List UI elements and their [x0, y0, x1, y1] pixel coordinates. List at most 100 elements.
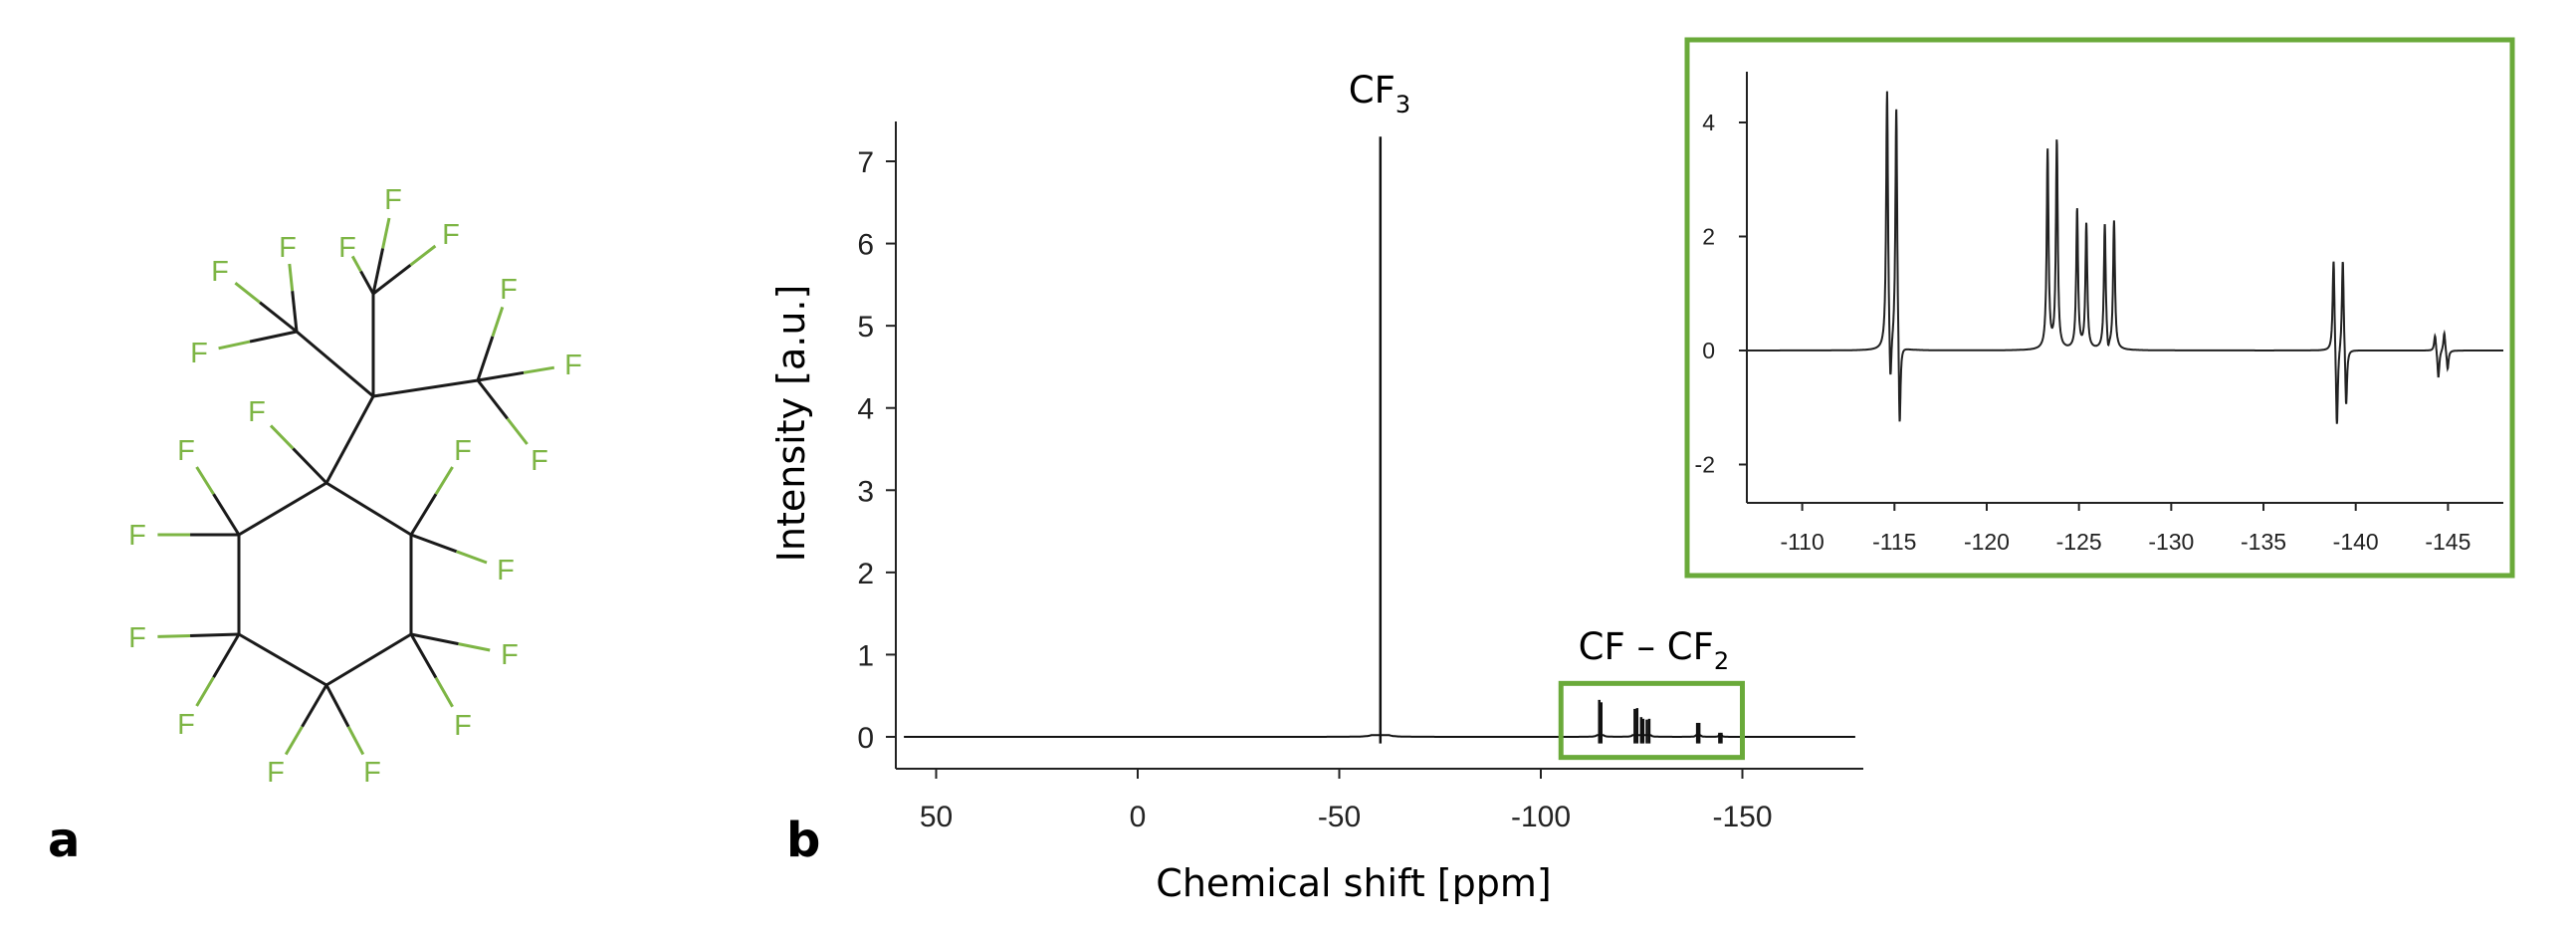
c-f-bond	[372, 264, 412, 296]
c-f-bond	[234, 282, 261, 304]
c-f-bond	[324, 684, 350, 728]
c-f-bond	[195, 466, 215, 495]
main-x-tick-label: 0	[1130, 801, 1147, 833]
c-f-bond	[350, 255, 362, 273]
c-c-bond	[324, 395, 375, 484]
c-f-bond	[189, 632, 240, 637]
inset-x-tick-label: -110	[1780, 529, 1824, 555]
fluorine-atom-label: F	[500, 274, 518, 306]
fluorine-atom-label: F	[564, 350, 582, 381]
c-f-bond	[456, 550, 488, 565]
c-c-bond	[372, 378, 479, 398]
c-f-bond	[409, 244, 437, 267]
fluorine-atom-label: F	[211, 256, 229, 288]
c-f-bond	[259, 301, 298, 334]
inset-x-tick-label: -115	[1872, 529, 1916, 555]
c-f-bond	[249, 330, 298, 344]
main-x-tick-label: -50	[1318, 801, 1361, 833]
main-y-tick-label: 0	[857, 722, 874, 755]
inset-y-ticks: -2 0 2 4	[1695, 110, 1747, 478]
annotation-main-text: CF	[1349, 69, 1395, 112]
main-y-tick-label: 3	[857, 475, 874, 508]
c-f-bond	[212, 493, 241, 536]
c-c-bond	[238, 632, 327, 687]
c-f-bond	[157, 633, 191, 638]
c-f-bond	[359, 270, 375, 295]
c-f-bond	[476, 336, 495, 381]
fluorine-atom-label: F	[384, 184, 402, 216]
panel-label-a: a	[48, 813, 80, 868]
peak-annotation: CF3	[1349, 69, 1410, 118]
inset-x-tick-label: -130	[2148, 529, 2194, 555]
main-y-tick-label: 5	[857, 311, 874, 344]
fluorine-atom-label: F	[128, 622, 146, 654]
c-f-bond	[291, 291, 299, 333]
c-c-bond	[238, 481, 327, 537]
annotation-main-text: CF – CF	[1579, 625, 1714, 668]
c-c-bond	[296, 330, 374, 398]
fluorine-atom-label: F	[248, 396, 266, 428]
fluorine-atom-label: F	[363, 757, 381, 789]
y-axis-title: Intensity [a.u.]	[769, 285, 813, 563]
inset-y-tick-label: 2	[1702, 224, 1715, 250]
annotation-subscript: 2	[1714, 647, 1729, 675]
c-f-bond	[409, 493, 438, 536]
c-f-bond	[476, 379, 509, 420]
c-f-bond	[410, 533, 458, 554]
fluorine-atom-label: F	[454, 435, 472, 467]
c-f-bond	[269, 424, 295, 450]
c-f-bond	[410, 632, 459, 646]
main-x-tick-label: 50	[920, 801, 953, 833]
main-x-tick-label: -100	[1511, 801, 1571, 833]
peak-annotation: CF – CF2	[1579, 625, 1730, 675]
annotation-subscript: 3	[1395, 91, 1410, 118]
c-f-bond	[284, 726, 304, 756]
inset-spectrum-chart: -2 0 2 4 -110 -115 -120 -125 -130 -135 -140 -145	[1684, 37, 2515, 579]
fluorine-atom-label: F	[279, 232, 297, 264]
c-f-bond	[409, 633, 438, 679]
inset-x-tick-label: -125	[2056, 529, 2102, 555]
fluorine-atom-label: F	[338, 232, 356, 264]
fluorine-atom-label: F	[531, 445, 548, 477]
main-x-ticks: 50 0 -50 -100 -150	[920, 769, 1773, 833]
fluorine-atom-label: F	[190, 338, 208, 369]
c-f-bond	[218, 340, 251, 351]
highlight-box	[1558, 680, 1745, 761]
c-f-bond	[491, 306, 505, 338]
c-c-bond	[325, 632, 412, 687]
x-axis-title: Chemical shift [ppm]	[1156, 861, 1551, 905]
main-peaks	[1379, 136, 1723, 744]
inset-x-tick-label: -145	[2425, 529, 2470, 555]
c-f-bond	[381, 217, 391, 249]
c-f-bond	[292, 447, 328, 485]
main-y-tick-label: 1	[857, 639, 874, 672]
main-y-tick-label: 4	[857, 393, 874, 426]
c-f-bond	[434, 466, 454, 495]
c-f-bond	[458, 642, 491, 652]
fluorine-atom-label: F	[177, 709, 195, 741]
inset-y-tick-label: 4	[1702, 110, 1715, 135]
fluorine-atom-label: F	[267, 757, 285, 789]
c-f-bond	[506, 417, 529, 445]
fluorine-atom-label: F	[128, 520, 146, 552]
inset-y-tick-label: -2	[1695, 452, 1715, 478]
fluorine-atom-label: F	[497, 555, 515, 586]
inset-x-tick-label: -140	[2333, 529, 2379, 555]
fluorine-atom-label: F	[177, 435, 195, 467]
fluorine-atom-label: F	[454, 710, 472, 742]
inset-x-tick-label: -120	[1964, 529, 2010, 555]
c-f-bond	[301, 684, 328, 728]
fluorine-atom-label: F	[442, 219, 460, 251]
c-c-bond	[325, 481, 412, 537]
c-f-bond	[212, 633, 241, 678]
panel-label-b: b	[786, 813, 820, 868]
main-y-tick-label: 7	[857, 146, 874, 179]
main-y-tick-label: 6	[857, 229, 874, 262]
c-f-bond	[477, 370, 525, 382]
inset-frame	[1684, 37, 2515, 579]
main-x-tick-label: -150	[1712, 801, 1772, 833]
